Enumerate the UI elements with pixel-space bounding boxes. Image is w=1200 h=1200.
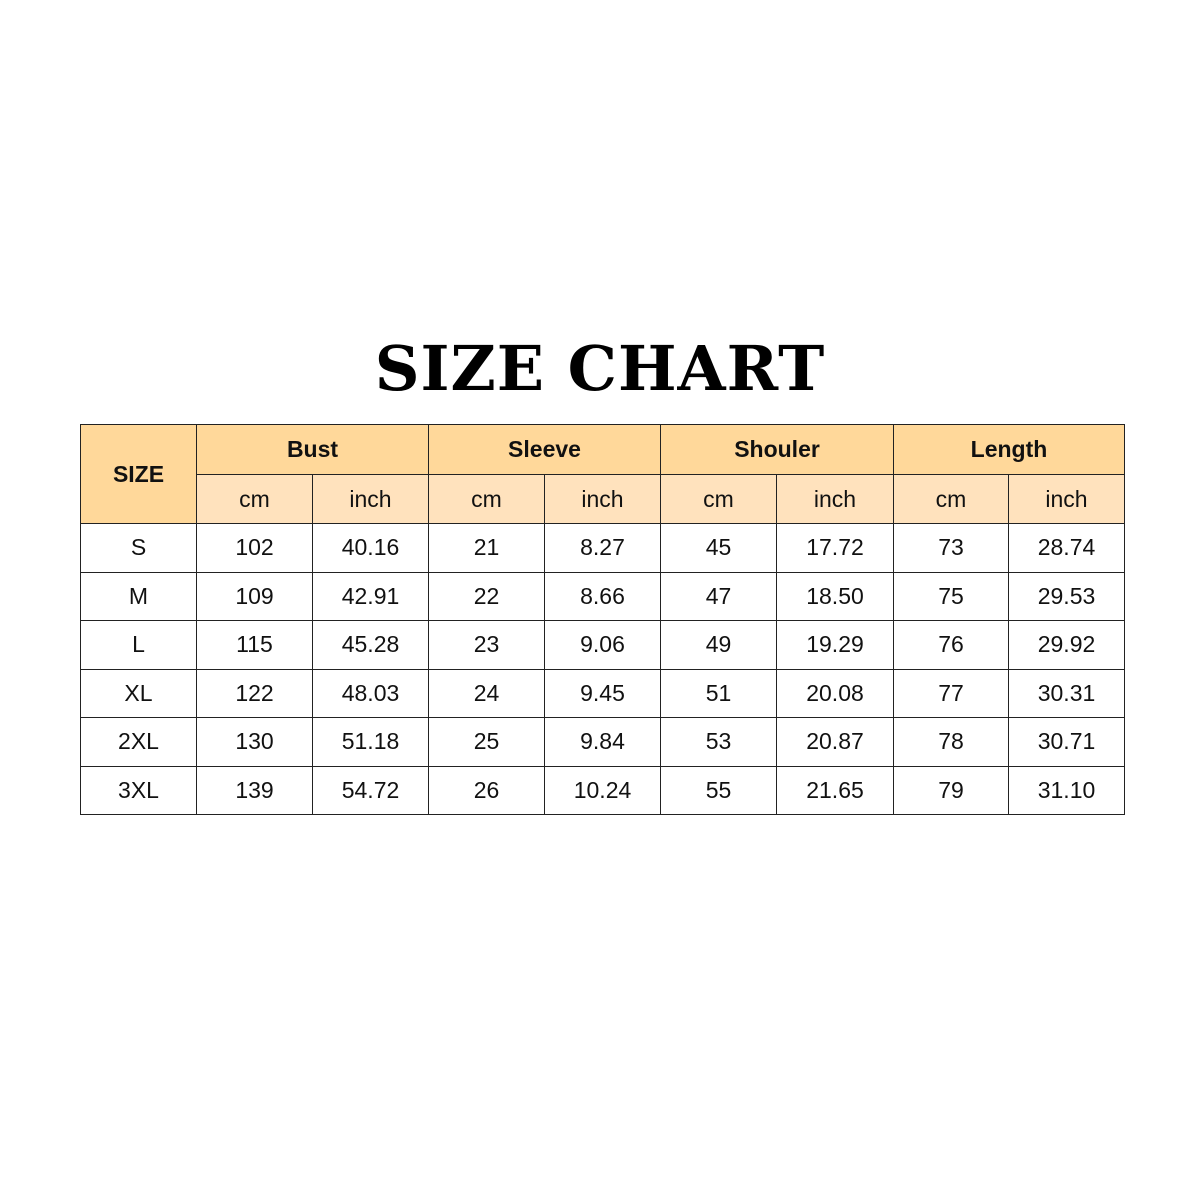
- size-cell: 2XL: [80, 717, 197, 767]
- value-cell: 20.08: [776, 668, 894, 718]
- unit-header: cm: [428, 474, 545, 524]
- value-cell: 40.16: [312, 523, 429, 573]
- value-cell: 25: [428, 717, 545, 767]
- value-cell: 54.72: [312, 765, 429, 815]
- value-cell: 21.65: [776, 765, 894, 815]
- unit-header: cm: [893, 474, 1009, 524]
- value-cell: 53: [660, 717, 777, 767]
- value-cell: 102: [196, 523, 313, 573]
- value-cell: 29.53: [1008, 571, 1125, 621]
- value-cell: 9.06: [544, 620, 661, 670]
- value-cell: 30.71: [1008, 717, 1125, 767]
- group-header-shoulder: Shouler: [660, 424, 894, 475]
- size-header: SIZE: [80, 424, 197, 524]
- value-cell: 49: [660, 620, 777, 670]
- value-cell: 47: [660, 571, 777, 621]
- value-cell: 77: [893, 668, 1009, 718]
- size-cell: 3XL: [80, 765, 197, 815]
- table-row: L 115 45.28 23 9.06 49 19.29 76 29.92: [80, 620, 1125, 670]
- value-cell: 24: [428, 668, 545, 718]
- value-cell: 17.72: [776, 523, 894, 573]
- size-cell: XL: [80, 668, 197, 718]
- value-cell: 28.74: [1008, 523, 1125, 573]
- value-cell: 122: [196, 668, 313, 718]
- value-cell: 42.91: [312, 571, 429, 621]
- table-row: S 102 40.16 21 8.27 45 17.72 73 28.74: [80, 523, 1125, 573]
- value-cell: 21: [428, 523, 545, 573]
- value-cell: 75: [893, 571, 1009, 621]
- value-cell: 23: [428, 620, 545, 670]
- size-cell: M: [80, 571, 197, 621]
- size-cell: L: [80, 620, 197, 670]
- unit-header: inch: [776, 474, 894, 524]
- value-cell: 30.31: [1008, 668, 1125, 718]
- table-row: 2XL 130 51.18 25 9.84 53 20.87 78 30.71: [80, 717, 1125, 767]
- table-row: 3XL 139 54.72 26 10.24 55 21.65 79 31.10: [80, 765, 1125, 815]
- group-header-sleeve: Sleeve: [428, 424, 661, 475]
- value-cell: 45: [660, 523, 777, 573]
- page-title: SIZE CHART: [374, 332, 826, 405]
- value-cell: 139: [196, 765, 313, 815]
- group-header-bust: Bust: [196, 424, 429, 475]
- value-cell: 79: [893, 765, 1009, 815]
- value-cell: 19.29: [776, 620, 894, 670]
- value-cell: 115: [196, 620, 313, 670]
- unit-header: cm: [196, 474, 313, 524]
- table-row: XL 122 48.03 24 9.45 51 20.08 77 30.31: [80, 668, 1125, 718]
- size-chart-table: SIZE Bust Sleeve Shouler Length cm inch …: [80, 424, 1125, 815]
- value-cell: 130: [196, 717, 313, 767]
- unit-header: cm: [660, 474, 777, 524]
- value-cell: 10.24: [544, 765, 661, 815]
- value-cell: 78: [893, 717, 1009, 767]
- value-cell: 29.92: [1008, 620, 1125, 670]
- table-row: M 109 42.91 22 8.66 47 18.50 75 29.53: [80, 571, 1125, 621]
- unit-row: cm inch cm inch cm inch cm inch: [81, 474, 1125, 524]
- value-cell: 55: [660, 765, 777, 815]
- header-row: SIZE Bust Sleeve Shouler Length: [80, 424, 1125, 524]
- value-cell: 8.27: [544, 523, 661, 573]
- group-header-length: Length: [893, 424, 1125, 475]
- value-cell: 73: [893, 523, 1009, 573]
- value-cell: 26: [428, 765, 545, 815]
- value-cell: 76: [893, 620, 1009, 670]
- size-cell: S: [80, 523, 197, 573]
- unit-header: inch: [1008, 474, 1125, 524]
- unit-header: inch: [544, 474, 661, 524]
- value-cell: 31.10: [1008, 765, 1125, 815]
- value-cell: 9.45: [544, 668, 661, 718]
- unit-header: inch: [312, 474, 429, 524]
- value-cell: 48.03: [312, 668, 429, 718]
- value-cell: 22: [428, 571, 545, 621]
- value-cell: 9.84: [544, 717, 661, 767]
- value-cell: 45.28: [312, 620, 429, 670]
- value-cell: 20.87: [776, 717, 894, 767]
- value-cell: 51.18: [312, 717, 429, 767]
- value-cell: 51: [660, 668, 777, 718]
- value-cell: 109: [196, 571, 313, 621]
- value-cell: 18.50: [776, 571, 894, 621]
- value-cell: 8.66: [544, 571, 661, 621]
